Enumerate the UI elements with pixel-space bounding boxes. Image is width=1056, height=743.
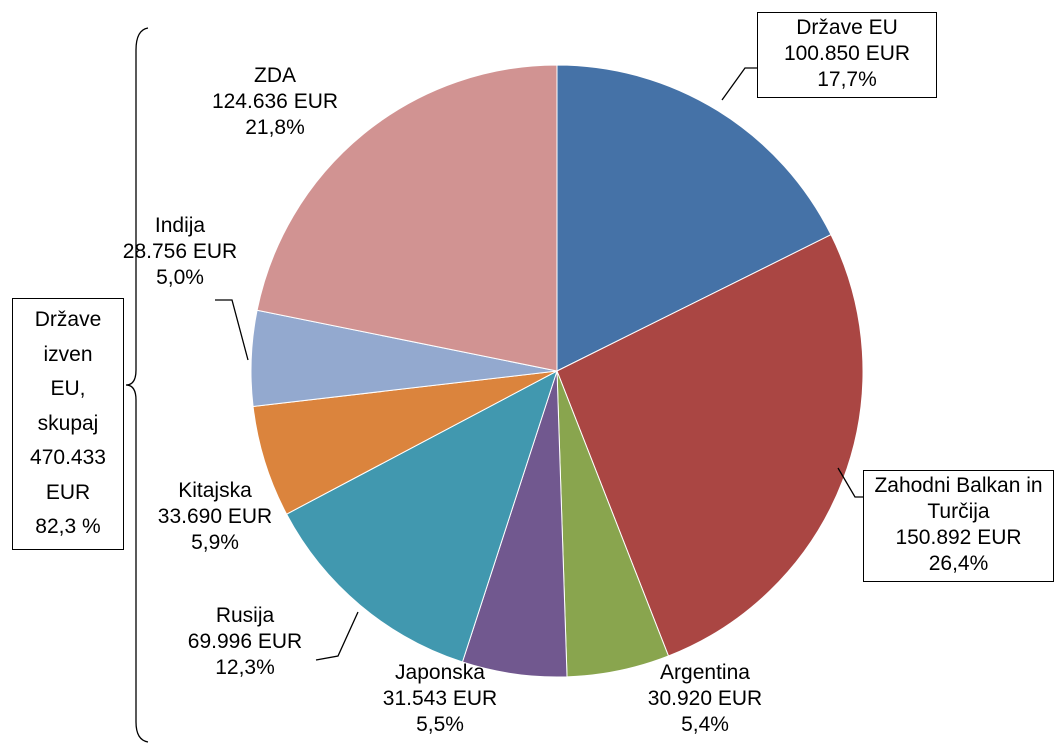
- data-label: Kitajska 33.690 EUR 5,9%: [125, 478, 305, 556]
- data-label: Zahodni Balkan in Turčija 150.892 EUR 26,4…: [863, 470, 1054, 582]
- annotation-line: skupaj: [37, 411, 99, 435]
- annotation-line: Države: [34, 308, 102, 331]
- value-label: 28.756 EUR: [122, 240, 238, 263]
- category-label: Kitajska: [178, 479, 252, 502]
- value-label: 69.996 EUR: [187, 630, 303, 653]
- category-label: Države EU: [796, 16, 898, 39]
- data-label: Japonska 31.543 EUR 5,5%: [360, 660, 520, 738]
- category-label: Argentina: [660, 661, 750, 684]
- annotation-box: Države izven EU, skupaj 470.433 EUR 82,3 %: [12, 298, 124, 550]
- data-label: Argentina 30.920 EUR 5,4%: [625, 660, 785, 738]
- annotation-line: 82,3 %: [35, 515, 101, 538]
- percent-label: 5,4%: [681, 713, 729, 736]
- value-label: 33.690 EUR: [157, 505, 273, 528]
- brace: [125, 27, 149, 743]
- value-label: 124.636 EUR: [211, 90, 339, 113]
- percent-label: 5,5%: [416, 713, 464, 736]
- percent-label: 5,9%: [191, 531, 239, 554]
- annotation-line: 470.433: [30, 446, 106, 469]
- data-label: Države EU 100.850 EUR 17,7%: [757, 12, 937, 98]
- leader-line: [721, 67, 757, 101]
- data-label: ZDA 124.636 EUR 21,8%: [185, 63, 365, 141]
- annotation-line: EUR: [45, 480, 91, 504]
- category-label: Indija: [154, 214, 206, 237]
- percent-label: 21,8%: [245, 116, 305, 139]
- percent-label: 17,7%: [817, 68, 877, 91]
- data-label: Rusija 69.996 EUR 12,3%: [155, 603, 335, 681]
- value-label: 31.543 EUR: [382, 687, 498, 710]
- annotation-line: EU,: [50, 377, 86, 400]
- pie-slice: [285, 369, 558, 663]
- percent-label: 12,3%: [215, 656, 275, 679]
- category-label: Japonska: [395, 661, 485, 684]
- pie-slice: [556, 64, 832, 372]
- pie-slice: [256, 64, 558, 372]
- category-label: ZDA: [254, 64, 296, 87]
- percent-label: 26,4%: [928, 552, 989, 575]
- percent-label: 5,0%: [156, 266, 204, 289]
- leader-line: [215, 299, 249, 361]
- category-label: Rusija: [215, 604, 275, 627]
- value-label: 30.920 EUR: [647, 687, 763, 710]
- leader-line: [315, 611, 359, 661]
- value-label: 100.850 EUR: [783, 42, 911, 65]
- data-label: Indija 28.756 EUR 5,0%: [90, 213, 270, 291]
- leader-line: [837, 467, 863, 498]
- slices: [250, 64, 864, 678]
- pie-slice: [556, 234, 864, 657]
- category-label: Zahodni Balkan in Turčija: [874, 474, 1043, 523]
- value-label: 150.892 EUR: [895, 526, 1022, 549]
- annotation-line: izven: [43, 342, 93, 366]
